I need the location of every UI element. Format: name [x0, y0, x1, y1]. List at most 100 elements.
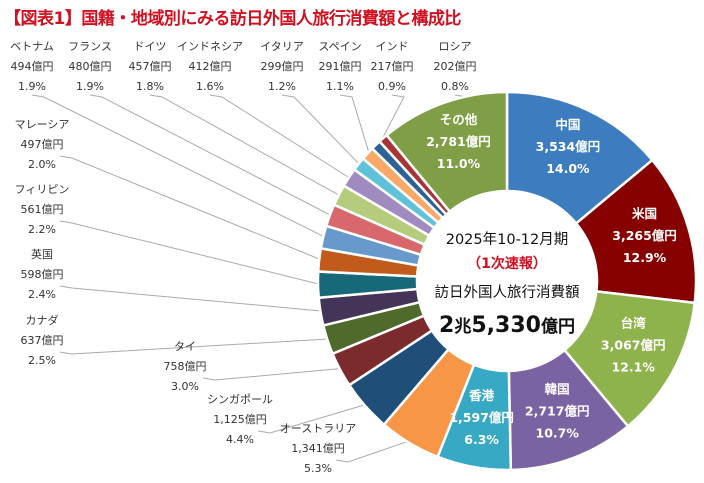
label-pct: 1.6% [196, 80, 224, 93]
label-pct: 1.9% [76, 80, 104, 93]
label-name: スペイン [318, 40, 361, 53]
data-label-中国: 中国 3,534億円 14.0% [536, 117, 601, 176]
data-label-スペイン: スペイン 291億円 1.1% [318, 40, 361, 93]
label-value: 598億円 [21, 268, 64, 281]
label-name: マレーシア [15, 118, 70, 131]
leader-line-ベトナム [31, 94, 327, 239]
leader-line-マレーシア [59, 155, 323, 261]
label-name: インド [376, 40, 409, 53]
label-pct: 1.2% [268, 80, 296, 93]
chart-title: 【図表1】国籍・地域別にみる訪日外国人旅行消費額と構成比 [4, 9, 461, 29]
total-hundred-million: 5,330 [471, 313, 541, 338]
data-label-インドネシア: インドネシア 412億円 1.6% [177, 40, 243, 93]
label-pct: 5.3% [304, 462, 332, 475]
data-label-シンガポール: シンガポール 1,125億円 4.4% [207, 393, 273, 446]
label-name: タイ [174, 340, 196, 353]
data-label-イタリア: イタリア 299億円 1.2% [260, 40, 304, 93]
label-name: 台湾 [621, 315, 647, 330]
label-value: 291億円 [319, 60, 362, 73]
label-value: 2,717億円 [525, 403, 590, 418]
total-unit: 億円 [541, 316, 575, 337]
label-name: フィリピン [15, 183, 70, 196]
label-value: 217億円 [371, 60, 414, 73]
center-total: 2兆5,330億円 [439, 313, 575, 338]
label-value: 202億円 [434, 60, 477, 73]
data-label-ロシア: ロシア 202億円 0.8% [434, 40, 477, 93]
label-name: 英国 [31, 247, 53, 261]
label-name: カナダ [26, 313, 59, 327]
data-label-その他: その他 2,781億円 11.0% [426, 112, 491, 171]
slice-中国 [505, 90, 655, 226]
label-value: 637億円 [21, 334, 64, 347]
label-value: 497億円 [21, 138, 64, 151]
slice-その他 [384, 90, 509, 214]
label-pct: 1.9% [18, 80, 46, 93]
label-pct: 3.0% [171, 380, 199, 393]
data-label-タイ: タイ 758億円 3.0% [164, 340, 207, 393]
label-pct: 1.1% [326, 80, 354, 93]
leader-line-オーストラリア [335, 439, 412, 463]
label-name: 香港 [468, 388, 495, 403]
label-name: 韓国 [545, 381, 570, 396]
data-label-韓国: 韓国 2,717億円 10.7% [525, 381, 590, 440]
label-value: 412億円 [189, 60, 232, 73]
leader-line-カナダ [59, 338, 331, 355]
data-label-米国: 米国 3,265億円 12.9% [612, 206, 677, 265]
leader-line-イタリア [281, 94, 362, 167]
label-pct: 10.7% [536, 425, 580, 440]
label-name: オーストラリア [280, 422, 356, 435]
label-pct: 6.3% [464, 432, 499, 447]
data-label-フィリピン: フィリピン 561億円 2.2% [15, 183, 70, 236]
data-label-フランス: フランス 480億円 1.9% [68, 40, 112, 93]
label-name: イタリア [260, 40, 304, 53]
label-pct: 1.8% [136, 80, 164, 93]
total-trillion-unit: 兆 [454, 317, 471, 337]
label-value: 3,067億円 [601, 337, 666, 352]
label-value: 3,265億円 [612, 228, 677, 243]
leader-line-インドネシア [209, 94, 352, 180]
center-period: 2025年10-12月期 [446, 231, 569, 248]
center-text: 2025年10-12月期 （1次速報） 訪日外国人旅行消費額 2兆5,330億円 [435, 231, 580, 338]
leader-line-英国 [59, 285, 324, 312]
leader-line-シンガポール [257, 403, 368, 434]
label-pct: 2.5% [28, 354, 56, 367]
data-label-ベトナム: ベトナム 494億円 1.9% [10, 40, 54, 93]
label-pct: 2.2% [28, 223, 56, 236]
data-label-マレーシア: マレーシア 497億円 2.0% [15, 118, 70, 171]
label-pct: 0.9% [378, 80, 406, 93]
leader-line-インド [377, 94, 405, 148]
data-label-台湾: 台湾 3,067億円 12.1% [601, 315, 666, 374]
total-trillion: 2 [439, 313, 454, 338]
label-value: 1,341億円 [291, 442, 345, 455]
label-pct: 0.8% [441, 80, 469, 93]
label-value: 494億円 [11, 60, 54, 73]
label-value: 758億円 [164, 360, 207, 373]
label-name: その他 [440, 112, 478, 127]
label-name: ロシア [439, 40, 472, 53]
label-value: 561億円 [21, 203, 64, 216]
label-name: 中国 [555, 117, 580, 132]
label-name: ベトナム [10, 40, 54, 53]
label-value: 1,125億円 [213, 413, 267, 426]
data-label-カナダ: カナダ 637億円 2.5% [21, 313, 64, 367]
label-name: シンガポール [207, 393, 273, 406]
label-pct: 12.1% [612, 359, 656, 374]
data-label-ドイツ: ドイツ 457億円 1.8% [129, 40, 172, 93]
leader-line-タイ [202, 367, 343, 381]
label-value: 480億円 [69, 60, 112, 73]
label-name: インドネシア [177, 40, 243, 53]
label-value: 457億円 [129, 60, 172, 73]
label-value: 299億円 [261, 60, 304, 73]
data-label-オーストラリア: オーストラリア 1,341億円 5.3% [280, 422, 356, 475]
center-note: （1次速報） [467, 255, 547, 272]
label-pct: 4.4% [226, 433, 254, 446]
leader-line-スペイン [339, 94, 371, 156]
label-name: フランス [68, 40, 112, 53]
label-value: 1,597億円 [449, 410, 514, 425]
label-name: 米国 [631, 206, 657, 221]
label-pct: 14.0% [546, 161, 590, 176]
leader-line-フランス [89, 94, 333, 217]
label-pct: 2.4% [28, 288, 56, 301]
label-pct: 11.0% [437, 156, 481, 171]
